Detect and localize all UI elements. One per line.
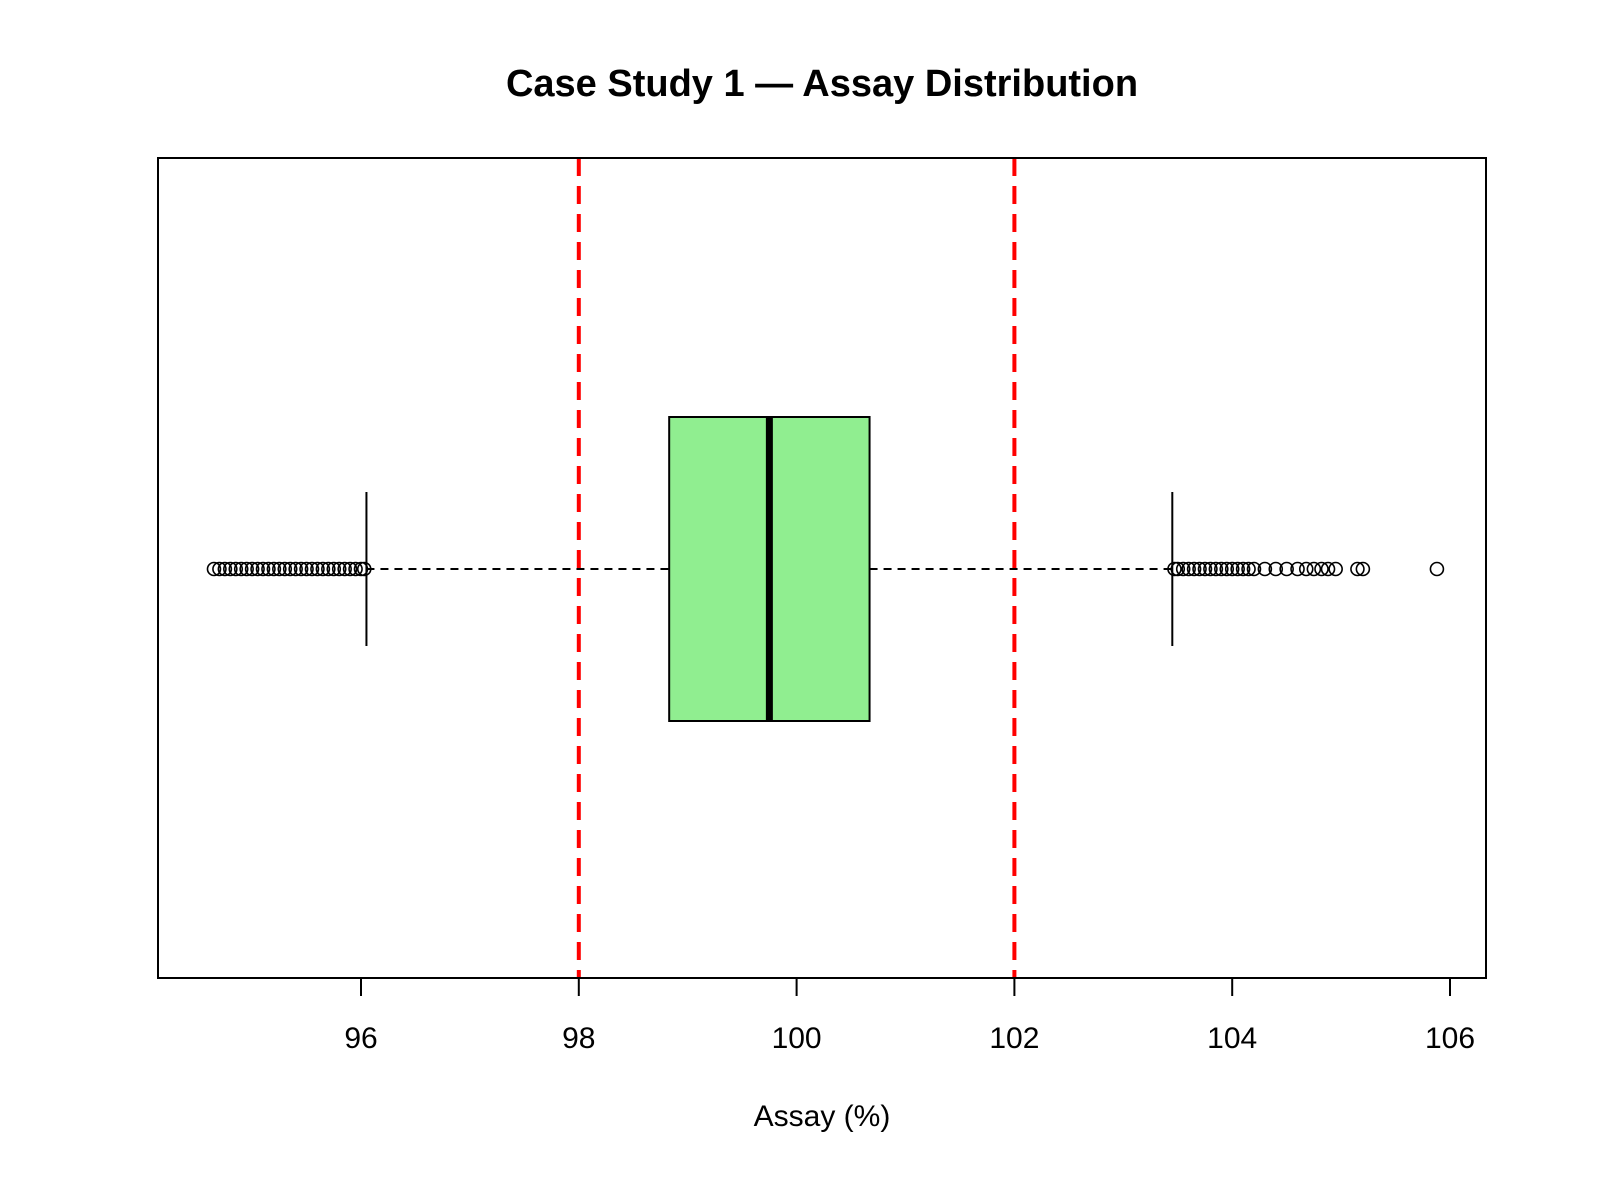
outlier-point-high (1279, 561, 1294, 577)
outlier-point-high (1306, 561, 1322, 577)
x-axis: 96 98 100 102 104 106 (344, 977, 1475, 1055)
outlier-point-low (321, 561, 336, 577)
outlier-point-high (1175, 561, 1191, 577)
outlier-point-low (272, 561, 287, 577)
outlier-point-high (1257, 561, 1273, 577)
outlier-point-high (1355, 561, 1371, 577)
outlier-point-high (1429, 561, 1445, 577)
outlier-point-low (266, 561, 282, 577)
outlier-point-low (228, 561, 244, 577)
outlier-point-high (1186, 561, 1202, 577)
x-axis-label: Assay (%) (754, 1100, 891, 1133)
outlier-point-low (223, 561, 238, 577)
outlier-point-high (1170, 561, 1186, 577)
outlier-point-high (1181, 561, 1196, 577)
outlier-point-low (304, 561, 320, 577)
outlier-point-low (326, 561, 342, 577)
outlier-point-high (1214, 561, 1229, 577)
outlier-point-low (348, 561, 363, 577)
outlier-point-high (1350, 561, 1365, 577)
outlier-point-low (217, 561, 233, 577)
outlier-point-low (282, 561, 298, 577)
outlier-point-low (293, 561, 309, 577)
outlier-point-high (1192, 561, 1207, 577)
outlier-point-low (255, 561, 271, 577)
outlier-point-low (239, 561, 254, 577)
outlier-point-high (1203, 561, 1218, 577)
outlier-point-high (1328, 561, 1343, 577)
outlier-point-low (250, 561, 265, 577)
outlier-point-low (206, 561, 222, 577)
outlier-point-low (315, 561, 331, 577)
outlier-point-high (1290, 561, 1305, 577)
outlier-point-high (1230, 561, 1245, 577)
outlier-point-low (277, 561, 293, 577)
x-tick-label: 104 (1207, 1022, 1257, 1055)
outlier-point-low (261, 561, 276, 577)
x-tick-label: 102 (989, 1022, 1039, 1055)
outlier-point-high (1320, 561, 1336, 577)
plot-area (206, 158, 1445, 978)
outlier-point-low (310, 561, 325, 577)
outlier-point-high (1208, 561, 1224, 577)
chart-title: Case Study 1 — Assay Distribution (506, 63, 1138, 105)
outlier-point-high (1246, 561, 1262, 577)
x-tick-label: 100 (772, 1022, 822, 1055)
outlier-point-low (356, 561, 372, 577)
outlier-point-high (1224, 561, 1240, 577)
outlier-point-high (1235, 561, 1251, 577)
outlier-point-high (1268, 561, 1284, 577)
outlier-point-high (1219, 561, 1235, 577)
x-tick-label: 106 (1425, 1022, 1475, 1055)
outlier-point-high (1314, 561, 1329, 577)
outlier-point-high (1197, 561, 1213, 577)
x-tick-label: 98 (562, 1022, 595, 1055)
outlier-point-low (337, 561, 352, 577)
outlier-point-low (212, 561, 227, 577)
outlier-point-low (342, 561, 358, 577)
outlier-point-low (233, 561, 249, 577)
outlier-point-low (244, 561, 260, 577)
x-tick-label: 96 (344, 1022, 377, 1055)
outlier-point-high (1298, 561, 1314, 577)
outlier-point-low (299, 561, 314, 577)
outlier-point-low (288, 561, 303, 577)
outlier-point-high (1241, 561, 1256, 577)
outlier-point-low (331, 561, 347, 577)
